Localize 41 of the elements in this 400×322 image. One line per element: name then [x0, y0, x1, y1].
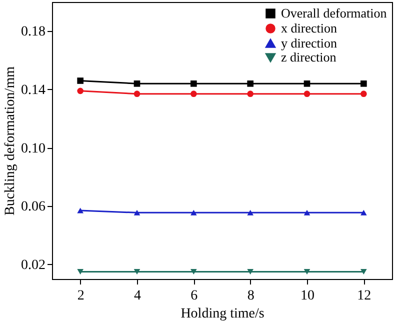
x-axis-title: Holding time/s — [180, 306, 264, 322]
point — [360, 268, 367, 274]
point — [134, 90, 140, 98]
point — [360, 90, 367, 98]
x-tick-label: 6 — [190, 288, 198, 304]
point — [247, 210, 254, 216]
point — [190, 268, 197, 274]
x-tick-label: 12 — [357, 288, 372, 304]
x-tick-label: 10 — [300, 288, 314, 304]
point — [77, 208, 84, 214]
y-axis-title: Buckling deformation/mm — [3, 66, 18, 216]
point — [247, 268, 254, 274]
point — [77, 78, 84, 84]
point — [190, 210, 197, 216]
legend-label: y direction — [281, 36, 338, 50]
point — [360, 80, 367, 87]
point — [247, 90, 254, 98]
point — [134, 210, 140, 216]
point — [190, 90, 197, 98]
point — [134, 80, 140, 87]
legend-label: Overall deformation — [281, 6, 388, 20]
legend-label: z direction — [281, 50, 337, 64]
point — [304, 80, 310, 87]
y-tick-label: 0.18 — [21, 24, 46, 40]
point — [360, 210, 367, 216]
legend-label: x direction — [281, 20, 338, 36]
point — [77, 268, 84, 274]
point — [134, 268, 140, 274]
y-tick-label: 0.02 — [21, 258, 46, 273]
y-tick-label: 0.14 — [21, 82, 46, 98]
point — [190, 80, 197, 87]
y-tick-label: 0.10 — [21, 141, 46, 156]
point — [77, 88, 84, 94]
point — [304, 268, 310, 274]
x-tick-label: 8 — [247, 288, 254, 304]
x-tick-label: 4 — [134, 288, 141, 304]
point — [304, 210, 310, 216]
y-tick-label: 0.06 — [21, 200, 46, 215]
point — [247, 80, 254, 87]
x-tick-label: 2 — [77, 288, 84, 304]
point — [304, 90, 310, 98]
